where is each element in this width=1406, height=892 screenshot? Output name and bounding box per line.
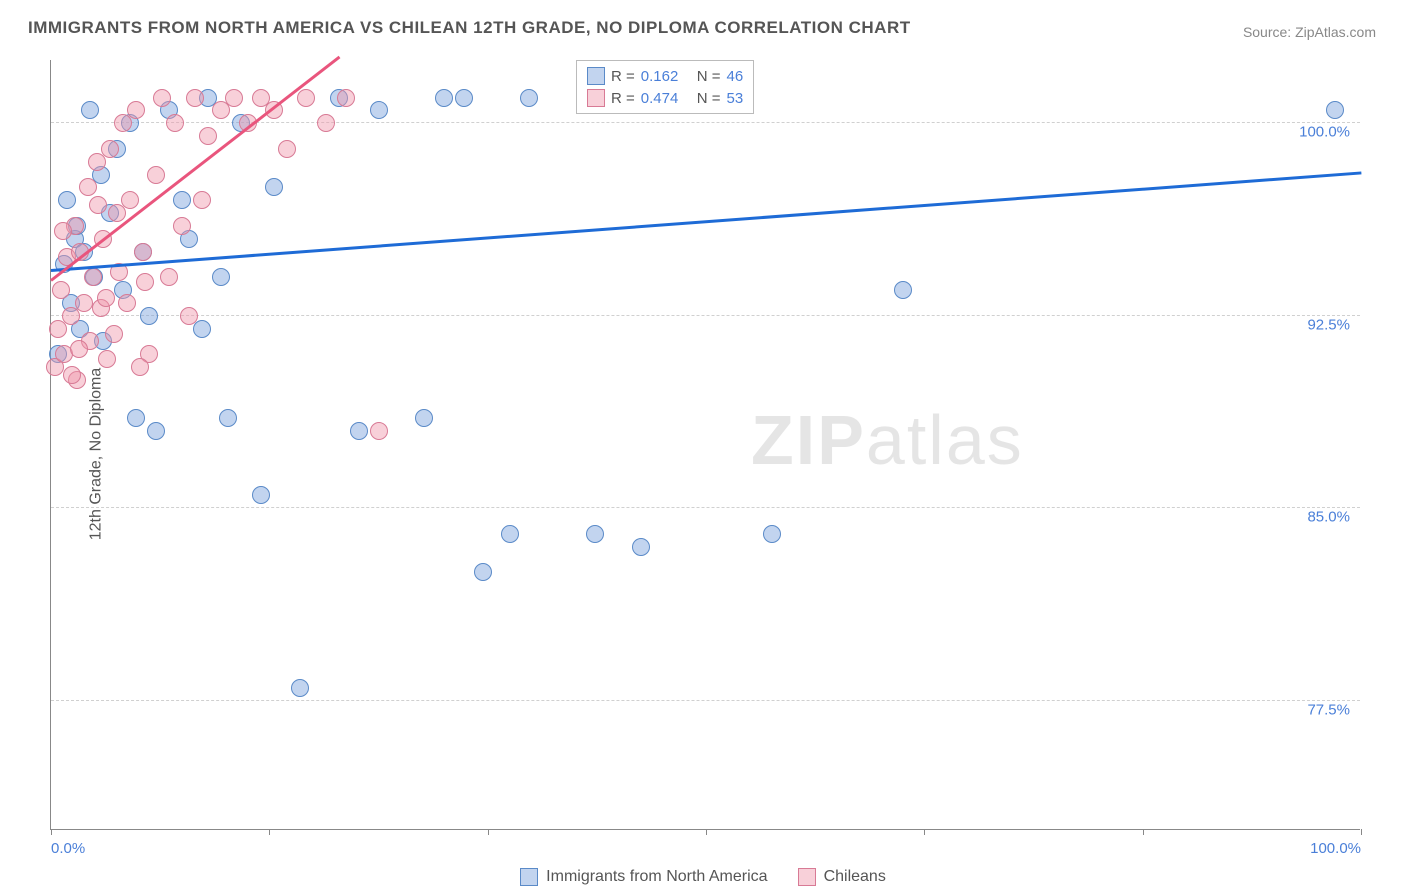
scatter-point	[435, 89, 453, 107]
scatter-point	[79, 178, 97, 196]
scatter-point	[127, 101, 145, 119]
bottom-legend-item: Chileans	[798, 868, 886, 886]
legend-n-label: N =	[697, 90, 721, 107]
scatter-point	[147, 422, 165, 440]
scatter-point	[763, 525, 781, 543]
chart-title: IMMIGRANTS FROM NORTH AMERICA VS CHILEAN…	[28, 18, 911, 38]
y-tick-label: 100.0%	[1299, 124, 1350, 141]
scatter-point	[199, 127, 217, 145]
correlation-legend: R = 0.162 N = 46 R = 0.474 N = 53	[576, 60, 754, 114]
legend-row: R = 0.474 N = 53	[587, 87, 743, 109]
scatter-point	[501, 525, 519, 543]
scatter-point	[98, 350, 116, 368]
x-tick-label: 0.0%	[51, 840, 85, 857]
scatter-point	[225, 89, 243, 107]
legend-swatch	[520, 868, 538, 886]
scatter-point	[186, 89, 204, 107]
scatter-point	[265, 178, 283, 196]
legend-r-label: R =	[611, 68, 635, 85]
x-tick-label: 100.0%	[1310, 840, 1361, 857]
watermark: ZIPatlas	[751, 400, 1024, 480]
x-tick-minor	[269, 829, 270, 835]
scatter-point	[370, 422, 388, 440]
scatter-point	[75, 294, 93, 312]
scatter-point	[147, 166, 165, 184]
scatter-point	[632, 538, 650, 556]
scatter-point	[291, 679, 309, 697]
scatter-point	[118, 294, 136, 312]
scatter-point	[370, 101, 388, 119]
scatter-point	[52, 281, 70, 299]
legend-n-value: 46	[727, 68, 744, 85]
trend-line	[51, 172, 1361, 273]
legend-n-value: 53	[727, 90, 744, 107]
scatter-point	[520, 89, 538, 107]
legend-r-value: 0.474	[641, 90, 691, 107]
source-label: Source: ZipAtlas.com	[1243, 24, 1376, 40]
scatter-point	[1326, 101, 1344, 119]
x-tick-minor	[488, 829, 489, 835]
scatter-point	[212, 268, 230, 286]
scatter-point	[474, 563, 492, 581]
scatter-point	[84, 268, 102, 286]
gridline	[51, 700, 1360, 701]
legend-swatch	[587, 67, 605, 85]
scatter-point	[58, 191, 76, 209]
legend-label: Chileans	[824, 868, 886, 886]
legend-label: Immigrants from North America	[546, 868, 767, 886]
scatter-point	[193, 191, 211, 209]
legend-r-label: R =	[611, 90, 635, 107]
y-tick-label: 92.5%	[1307, 316, 1350, 333]
y-tick-label: 77.5%	[1307, 701, 1350, 718]
gridline	[51, 315, 1360, 316]
scatter-point	[134, 243, 152, 261]
scatter-point	[160, 268, 178, 286]
scatter-point	[121, 191, 139, 209]
legend-n-label: N =	[697, 68, 721, 85]
scatter-point	[415, 409, 433, 427]
scatter-point	[180, 307, 198, 325]
scatter-point	[127, 409, 145, 427]
scatter-point	[455, 89, 473, 107]
scatter-point	[101, 140, 119, 158]
x-tick-minor	[1143, 829, 1144, 835]
legend-swatch	[587, 89, 605, 107]
scatter-point	[297, 89, 315, 107]
scatter-point	[193, 320, 211, 338]
legend-row: R = 0.162 N = 46	[587, 65, 743, 87]
scatter-point	[136, 273, 154, 291]
scatter-point	[140, 307, 158, 325]
scatter-point	[89, 196, 107, 214]
scatter-point	[81, 101, 99, 119]
scatter-point	[63, 366, 81, 384]
scatter-point	[131, 358, 149, 376]
legend-swatch	[798, 868, 816, 886]
scatter-point	[894, 281, 912, 299]
legend-r-value: 0.162	[641, 68, 691, 85]
scatter-point	[173, 191, 191, 209]
scatter-point	[278, 140, 296, 158]
bottom-legend: Immigrants from North America Chileans	[0, 868, 1406, 886]
scatter-point	[586, 525, 604, 543]
scatter-point	[252, 486, 270, 504]
gridline	[51, 507, 1360, 508]
x-tick	[1361, 829, 1362, 835]
scatter-point	[54, 222, 72, 240]
scatter-point	[97, 289, 115, 307]
scatter-point	[166, 114, 184, 132]
scatter-point	[70, 340, 88, 358]
scatter-point	[350, 422, 368, 440]
scatter-point	[153, 89, 171, 107]
scatter-point	[173, 217, 191, 235]
y-tick-label: 85.0%	[1307, 509, 1350, 526]
plot-area: 77.5%85.0%92.5%100.0%0.0%100.0%ZIPatlasR…	[50, 60, 1360, 830]
scatter-point	[337, 89, 355, 107]
x-tick	[706, 829, 707, 835]
scatter-point	[219, 409, 237, 427]
x-tick-minor	[924, 829, 925, 835]
bottom-legend-item: Immigrants from North America	[520, 868, 767, 886]
scatter-point	[105, 325, 123, 343]
scatter-point	[317, 114, 335, 132]
x-tick	[51, 829, 52, 835]
